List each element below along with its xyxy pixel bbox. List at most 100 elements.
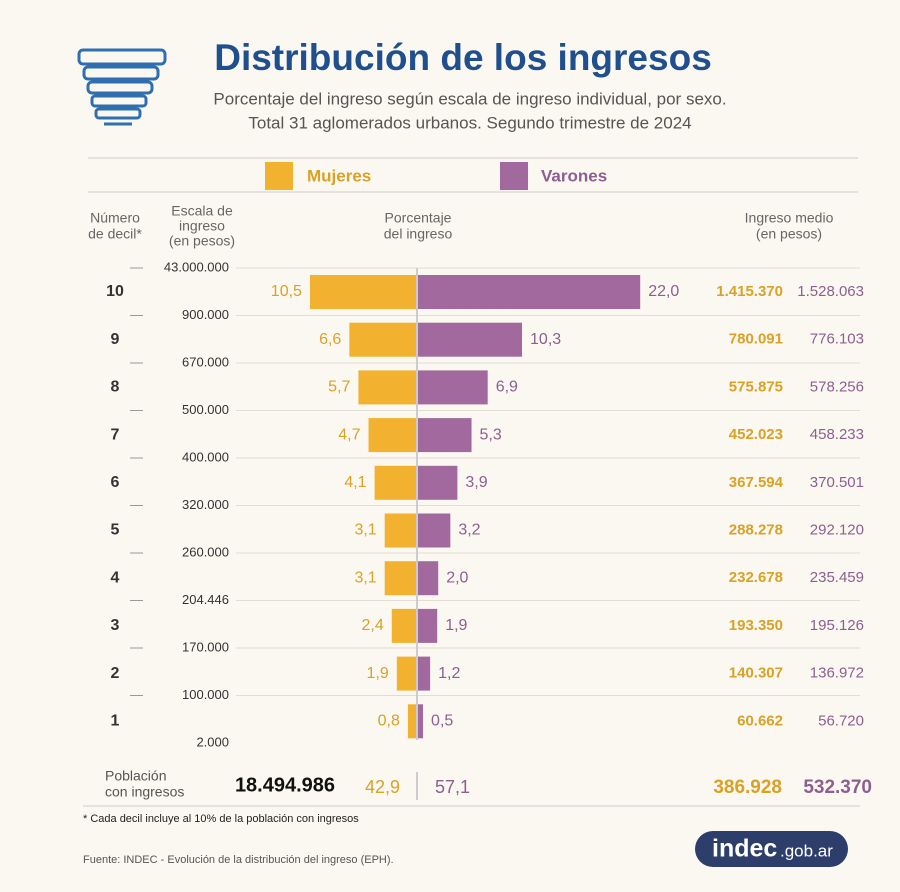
value-label: 1,9 <box>367 665 389 682</box>
value-label: 0,8 <box>378 713 400 730</box>
header: Escala de <box>171 203 233 219</box>
logo-badge <box>695 831 848 867</box>
header: Porcentaje <box>385 210 452 226</box>
mean-income: 1.528.063 <box>797 283 864 300</box>
value-label: 1,2 <box>438 665 460 682</box>
mean-income: 452.023 <box>729 426 783 443</box>
header: de decil* <box>88 226 142 242</box>
value-label: 0,5 <box>431 713 453 730</box>
decile-label: 8 <box>111 379 120 396</box>
mean-income: 136.972 <box>810 665 864 682</box>
value-label: 4,1 <box>344 474 366 491</box>
bar <box>396 656 416 691</box>
value-label: 2,0 <box>446 569 468 586</box>
decile-label: 7 <box>111 426 120 443</box>
bar <box>418 370 488 405</box>
logo-text: indec <box>712 835 777 863</box>
mean-income: 578.256 <box>810 378 864 395</box>
scale-bound-label: 100.000 <box>182 687 229 702</box>
mean-income: 140.307 <box>729 665 783 682</box>
mean-income: 195.126 <box>810 617 864 634</box>
mean-income: 1.415.370 <box>716 283 783 300</box>
scale-bound-label: 320.000 <box>182 497 229 512</box>
scale-bound-label: 260.000 <box>182 544 229 559</box>
mean-income: 288.278 <box>729 521 783 538</box>
header: del ingreso <box>384 226 453 242</box>
population-label: con ingresos <box>105 784 184 800</box>
total: 42,9 <box>365 777 400 797</box>
value-label: 3,1 <box>354 569 376 586</box>
mean-income: 235.459 <box>810 569 864 586</box>
value-label: 5,3 <box>480 426 502 443</box>
bar <box>418 465 458 500</box>
subtitle: Total 31 aglomerados urbanos. Segundo tr… <box>248 113 691 132</box>
scale-bound-label: 170.000 <box>182 639 229 654</box>
scale-bound-label: 2.000 <box>196 734 229 749</box>
bar <box>418 322 523 357</box>
header: Ingreso medio <box>745 210 834 226</box>
header: (en pesos) <box>756 226 822 242</box>
decile-label: 4 <box>111 569 120 586</box>
bar <box>309 275 416 309</box>
mean-income: 458.233 <box>810 426 864 443</box>
bar <box>391 608 416 643</box>
chart-title: Distribución de los ingresos <box>214 37 712 78</box>
value-label: 6,9 <box>496 379 518 396</box>
mean-income: 370.501 <box>810 474 864 491</box>
value-label: 3,2 <box>458 522 480 539</box>
subtitle: Porcentaje del ingreso según escala de i… <box>213 89 726 108</box>
value-label: 5,7 <box>328 379 350 396</box>
decile-label: 10 <box>106 283 124 300</box>
mean-income: 56.720 <box>818 712 864 729</box>
headers: Número de decil* Escala de ingreso (en p… <box>88 203 833 249</box>
bar <box>384 561 416 596</box>
bar <box>418 561 439 596</box>
legend-swatch <box>500 162 528 190</box>
value-label: 1,9 <box>445 617 467 634</box>
mean-income: 367.594 <box>729 474 784 491</box>
scale-bound-label: 900.000 <box>182 307 229 322</box>
bar <box>407 704 416 739</box>
total: 57,1 <box>435 777 470 797</box>
mean-income: 193.350 <box>729 617 783 634</box>
scale-bound-label: 670.000 <box>182 354 229 369</box>
mean-income: 575.875 <box>729 378 783 395</box>
scale-bound-label: 204.446 <box>182 592 229 607</box>
population: 18.494.986 <box>235 774 335 796</box>
value-label: 4,7 <box>338 426 360 443</box>
decile-label: 3 <box>111 617 120 634</box>
mean-income: 776.103 <box>810 331 864 348</box>
bar <box>418 608 438 643</box>
value-label: 3,1 <box>354 522 376 539</box>
scale-bound-label: 500.000 <box>182 402 229 417</box>
decile-label: 1 <box>111 713 120 730</box>
footnote: * Cada decil incluye al 10% de la poblac… <box>83 813 359 825</box>
bar <box>418 418 472 453</box>
value-label: 22,0 <box>648 283 679 300</box>
bar <box>418 704 424 739</box>
decile-label: 6 <box>111 474 120 491</box>
header: (en pesos) <box>169 233 235 249</box>
population-label: Población <box>105 768 167 784</box>
value-label: 6,6 <box>319 331 341 348</box>
logo-icon <box>77 48 167 126</box>
mean-income-total: 386.928 <box>713 777 782 798</box>
header: Número <box>90 210 140 226</box>
bar <box>349 322 416 357</box>
logo-text: .gob.ar <box>780 841 833 860</box>
mean-income: 780.091 <box>729 331 783 348</box>
value-label: 10,5 <box>271 283 302 300</box>
bar <box>384 513 416 548</box>
value-label: 2,4 <box>362 617 384 634</box>
bar <box>418 656 431 691</box>
source: Fuente: INDEC - Evolución de la distribu… <box>83 854 394 866</box>
decile-label: 9 <box>111 331 120 348</box>
mean-income: 232.678 <box>729 569 783 586</box>
bar <box>374 465 416 500</box>
mean-income-total: 532.370 <box>803 777 872 798</box>
scale-bound-label: 400.000 <box>182 449 229 464</box>
bar <box>368 418 416 453</box>
value-label: 10,3 <box>530 331 561 348</box>
mean-income: 60.662 <box>737 712 783 729</box>
